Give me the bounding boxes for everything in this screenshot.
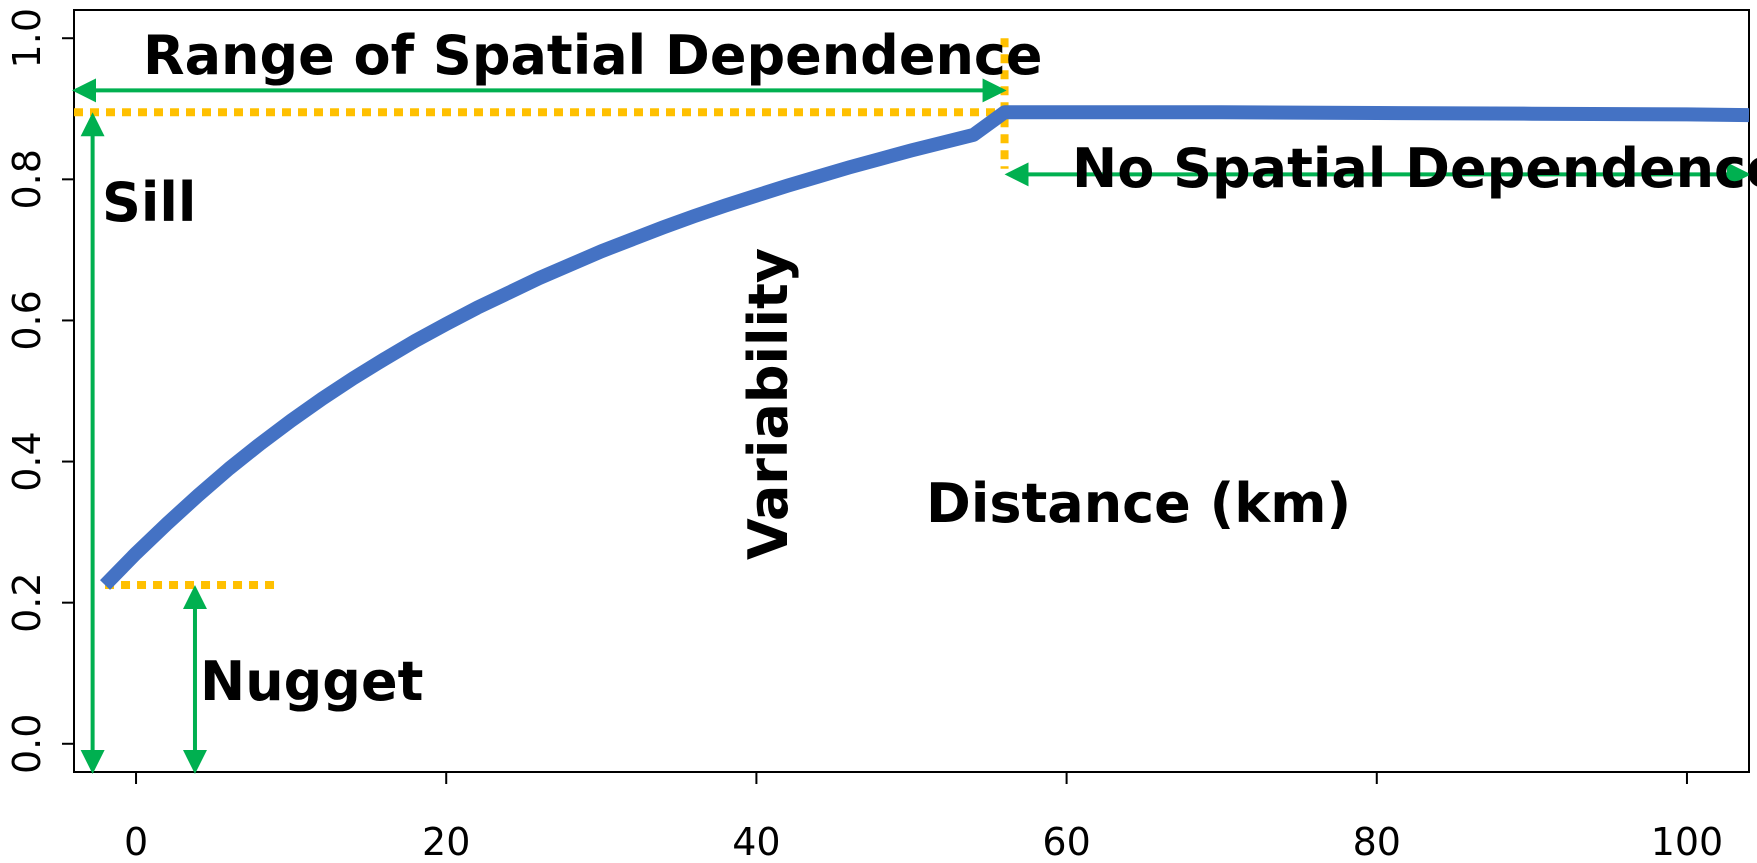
y-tick-label-4: 0.8 [5, 149, 49, 209]
y-tick-label-0: 0.0 [5, 714, 49, 774]
y-tick-label-5: 1.0 [5, 8, 49, 68]
x-tick-label-1: 20 [422, 820, 470, 863]
series-layer [100, 105, 1750, 590]
x-tick-label-3: 60 [1042, 820, 1090, 863]
x-axis-label: Distance (km) [926, 472, 1351, 535]
x-tick-label-5: 100 [1651, 820, 1724, 863]
nugget-label: Nugget [200, 650, 423, 713]
range-label: Range of Spatial Dependence [143, 24, 1043, 87]
no-dependence-label: No Spatial Dependence [1072, 137, 1757, 200]
series-line-0 [100, 105, 1750, 590]
annotations [72, 38, 1751, 774]
y-tick-label-3: 0.6 [5, 290, 49, 350]
x-tick-label-4: 80 [1353, 820, 1401, 863]
x-tick-label-0: 0 [124, 820, 148, 863]
x-axis: 0 20 40 60 80 100 [124, 771, 1724, 863]
y-axis-label: Variability [737, 248, 800, 560]
x-tick-label-2: 40 [732, 820, 780, 863]
y-tick-label-2: 0.4 [5, 431, 49, 491]
sill-label: Sill [102, 171, 196, 234]
y-axis: 0.0 0.2 0.4 0.6 0.8 1.0 [5, 8, 75, 774]
y-tick-label-1: 0.2 [5, 572, 49, 632]
